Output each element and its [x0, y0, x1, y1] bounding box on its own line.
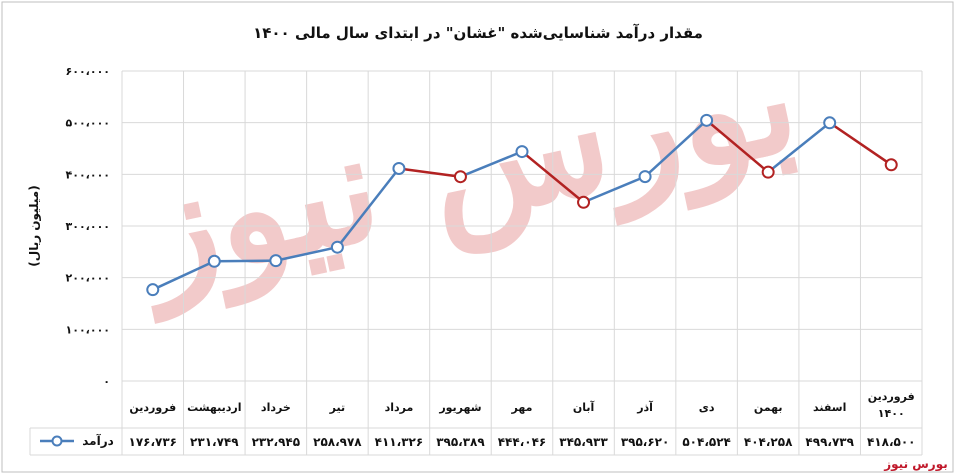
line-segment: [274, 245, 339, 262]
line-segment: [766, 121, 831, 174]
line-segment: [582, 175, 647, 204]
line-segment: [828, 121, 893, 167]
x-tick-label: مرداد: [385, 401, 414, 414]
data-point: [700, 113, 714, 127]
x-tick-label: اسفند: [813, 401, 846, 414]
data-label: ۳۹۵،۶۲۰: [621, 435, 670, 449]
data-point: [761, 165, 775, 179]
data-point: [392, 161, 406, 175]
y-axis: ۰ ۱۰۰،۰۰۰ ۲۰۰،۰۰۰ ۳۰۰،۰۰۰ ۴۰۰،۰۰۰ ۵۰۰،۰۰۰ ۶۰۰،…: [66, 65, 110, 388]
data-point: [207, 254, 221, 268]
x-tick-label: ۱۴۰۰: [878, 407, 905, 420]
data-point: [269, 254, 283, 268]
x-tick-label: فروردین: [868, 390, 915, 403]
series-points: [146, 113, 898, 297]
y-tick-label: ۳۰۰،۰۰۰: [66, 220, 110, 233]
series-line: [151, 119, 893, 291]
x-tick-label: اردیبهشت: [187, 401, 241, 414]
data-point: [453, 170, 467, 184]
data-label: ۴۹۹،۷۳۹: [805, 435, 854, 449]
data-label: ۴۱۱،۳۲۶: [375, 435, 424, 449]
data-label: ۴۰۴،۲۵۸: [744, 435, 793, 449]
legend: درآمد: [40, 433, 114, 448]
brand-label: بورس نیوز: [883, 457, 948, 472]
data-point: [515, 145, 529, 159]
chart-title: مقدار درآمد شناسایی‌شده "غشان" در ابتدای…: [253, 24, 703, 42]
data-label: ۵۰۴،۵۲۴: [682, 435, 731, 449]
legend-label: درآمد: [82, 433, 114, 448]
data-point: [638, 170, 652, 184]
data-label: ۱۷۶،۷۳۶: [129, 435, 178, 449]
line-segment: [213, 259, 278, 263]
data-point: [884, 158, 898, 172]
x-tick-label: دی: [699, 401, 715, 414]
y-axis-label: (میلیون ریال): [27, 185, 42, 266]
line-segment: [397, 167, 462, 178]
y-tick-label: ۴۰۰،۰۰۰: [66, 168, 110, 181]
line-segment: [705, 119, 770, 174]
legend-marker: [51, 435, 63, 447]
x-tick-label: خرداد: [261, 401, 291, 414]
data-label: ۴۱۸،۵۰۰: [867, 435, 916, 449]
x-tick-label: مهر: [511, 401, 533, 414]
data-label: ۲۳۲،۹۴۵: [252, 435, 301, 449]
data-point: [823, 116, 837, 130]
data-label: ۲۵۸،۹۷۸: [313, 435, 362, 449]
x-tick-label: فروردین: [129, 401, 176, 414]
data-label: ۳۹۵،۳۸۹: [436, 435, 485, 449]
y-tick-label: ۰: [103, 375, 110, 388]
line-segment: [520, 150, 585, 204]
y-tick-label: ۵۰۰،۰۰۰: [66, 117, 110, 130]
line-segment: [459, 150, 524, 178]
data-table: فروردین ۱۷۶،۷۳۶ اردیبهشت ۲۳۱،۷۴۹ خرداد ۲۳۲،۹۴…: [29, 390, 922, 456]
data-label: ۲۳۱،۷۴۹: [190, 435, 239, 449]
x-tick-label: تیر: [329, 401, 345, 414]
line-segment: [336, 167, 401, 249]
x-tick-label: بهمن: [754, 401, 783, 414]
x-tick-label: آذر: [636, 400, 653, 414]
data-point: [577, 195, 591, 209]
data-point: [330, 240, 344, 254]
x-tick-label: آبان: [573, 400, 595, 414]
y-tick-label: ۱۰۰،۰۰۰: [66, 323, 110, 336]
line-segment: [151, 260, 216, 291]
y-tick-label: ۲۰۰،۰۰۰: [66, 272, 110, 285]
grid: [121, 70, 923, 455]
x-tick-label: شهریور: [438, 401, 481, 414]
data-label: ۴۴۴،۰۴۶: [498, 435, 547, 449]
data-label: ۳۴۵،۹۳۳: [559, 435, 608, 449]
y-tick-label: ۶۰۰،۰۰۰: [66, 65, 110, 78]
data-point: [146, 283, 160, 297]
line-segment: [643, 119, 708, 178]
